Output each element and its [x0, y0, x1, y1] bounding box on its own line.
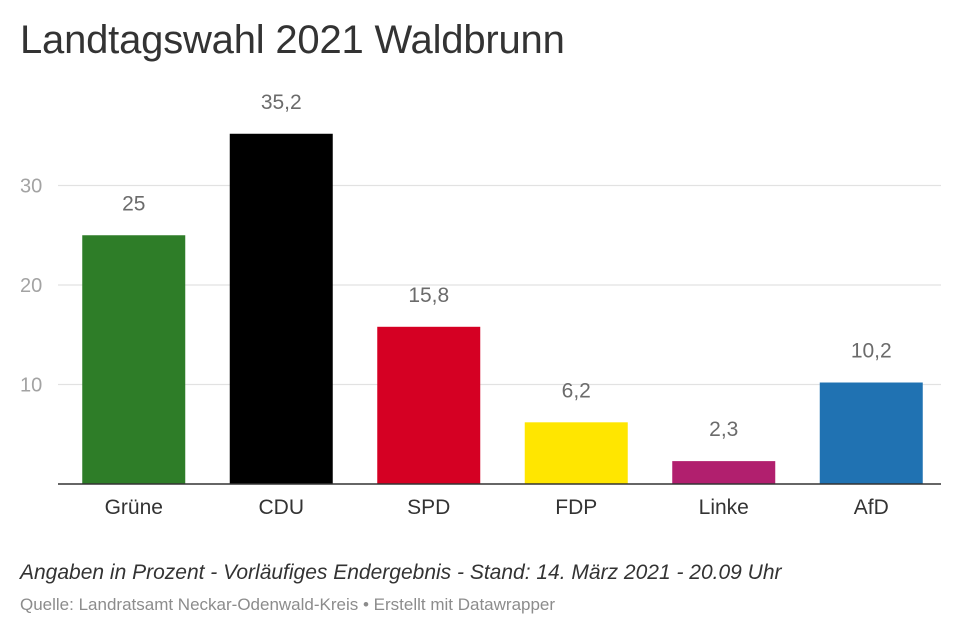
y-tick-label: 20 [20, 275, 42, 297]
category-label: CDU [259, 496, 305, 519]
category-label: Grüne [105, 496, 163, 519]
bars [82, 133, 923, 484]
chart-notes: Angaben in Prozent - Vorläufiges Enderge… [20, 561, 782, 584]
chart-title: Landtagswahl 2021 Waldbrunn [20, 18, 565, 62]
bar-value-label: 10,2 [851, 340, 892, 363]
bar-value-label: 15,8 [408, 284, 449, 307]
bar-gr-ne [82, 235, 186, 484]
category-label: AfD [854, 496, 889, 519]
y-axis-ticks: 10 20 30 [20, 176, 42, 397]
category-label: Linke [699, 496, 749, 519]
y-tick-label: 30 [20, 176, 42, 198]
bar-spd [377, 326, 481, 484]
bar-fdp [524, 422, 628, 484]
y-tick-label: 10 [20, 375, 42, 397]
bar-linke [672, 461, 776, 484]
bar-value-label: 6,2 [562, 379, 591, 402]
bar-value-label: 2,3 [709, 418, 738, 441]
bar-chart: 10 20 30 25 35,2 15,8 6,2 2,3 10,2 Grüne CDU SPD F… [20, 91, 941, 519]
category-label: SPD [407, 496, 450, 519]
category-labels: Grüne CDU SPD FDP Linke AfD [105, 496, 889, 519]
chart-source: Quelle: Landratsamt Neckar-Odenwald-Krei… [20, 595, 556, 614]
value-labels: 25 35,2 15,8 6,2 2,3 10,2 [122, 91, 892, 441]
gridlines [58, 184, 941, 386]
bar-value-label: 25 [122, 192, 145, 215]
bar-value-label: 35,2 [261, 91, 302, 114]
bar-cdu [229, 133, 333, 484]
category-label: FDP [555, 496, 597, 519]
bar-afd [819, 382, 923, 484]
